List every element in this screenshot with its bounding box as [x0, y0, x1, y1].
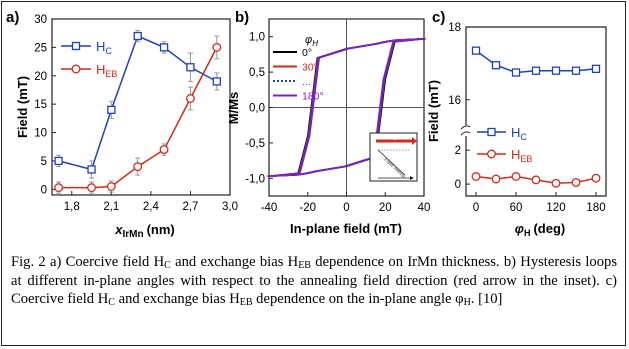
- data-point: [471, 172, 481, 181]
- y-axis-label: M/Ms: [226, 92, 241, 125]
- panel-label: c): [432, 9, 445, 26]
- data-point: [133, 162, 143, 172]
- data-point: [591, 173, 601, 183]
- legend-label: 30°: [302, 62, 318, 74]
- data-point: [491, 61, 501, 70]
- x-tick-label: 0: [473, 202, 479, 214]
- y-tick-label: 1,0: [249, 32, 265, 44]
- data-point: [159, 145, 169, 155]
- data-point: [186, 63, 195, 72]
- data-point: [107, 105, 116, 114]
- loop-branch-descending: [267, 38, 423, 177]
- y-tick-label: -1,0: [245, 173, 265, 185]
- x-tick-label: 180: [586, 202, 605, 214]
- data-point: [571, 66, 581, 75]
- panel-c: c) 18 16 2 00 60 120 180 HC HEB Field (mT) φH(…: [426, 9, 607, 238]
- x-tick-label: -20: [299, 202, 316, 214]
- x-axis-label: xIrMn (nm): [114, 222, 175, 240]
- legend-title: φH: [305, 34, 318, 48]
- data-point: [133, 31, 142, 41]
- sweep-line: [377, 149, 406, 176]
- data-point: [511, 172, 521, 181]
- data-point: [491, 174, 501, 184]
- legend-label: HC: [511, 125, 527, 142]
- y-tick-label: 0,5: [249, 67, 265, 79]
- x-tick-label: 120: [546, 202, 565, 214]
- y-tick-label: 15: [34, 99, 47, 111]
- axis-break-mark: [460, 125, 471, 136]
- data-point: [185, 94, 195, 103]
- data-point: [54, 183, 64, 193]
- y-tick-label: 16: [448, 95, 461, 107]
- x-tick-label: 60: [510, 202, 523, 214]
- inset-label: Annealing field: [374, 135, 407, 141]
- panel-label: b): [235, 9, 249, 26]
- x-tick-label: 3,0: [222, 201, 238, 213]
- y-tick-label: 0,0: [249, 103, 265, 115]
- data-point: [551, 178, 561, 188]
- legend-label: ...: [302, 76, 311, 88]
- x-tick-label: 2,4: [143, 201, 160, 213]
- legend-label: HC: [96, 39, 112, 56]
- data-point: [511, 68, 521, 77]
- x-tick-label: 0: [343, 202, 349, 214]
- data-point: [471, 46, 481, 55]
- y-tick-label: 5: [41, 156, 47, 168]
- legend: HC HEB: [61, 39, 117, 79]
- data-point: [212, 42, 222, 52]
- data-point: [551, 66, 561, 75]
- x-tick-label: 2,1: [103, 201, 119, 213]
- y-tick-label: 30: [34, 14, 47, 26]
- data-point: [87, 165, 96, 174]
- data-point: [591, 64, 601, 74]
- y-tick-label: 2: [455, 145, 461, 157]
- legend: HC HEB: [477, 125, 532, 164]
- panel-a: a) 0 5 10 15 20 25 30 1,8 2,1 2,4 2,7 3,0 HC HEB Fi…: [6, 9, 238, 240]
- x-axis-label: In-plane field (mT): [290, 221, 402, 236]
- legend: φH 0° 30°... 180°: [273, 34, 324, 103]
- annealing-arrow-head: [412, 137, 417, 145]
- plot-frame: [465, 26, 607, 197]
- data-point: [87, 183, 97, 193]
- x-tick-label: -40: [261, 202, 278, 214]
- plot-frame: [51, 18, 231, 196]
- loop-branch-ascending: [270, 38, 426, 177]
- legend-label: 180°: [302, 91, 324, 103]
- y-axis-label: Field (mT): [15, 76, 30, 138]
- y-tick-label: 20: [34, 71, 47, 83]
- legend-label: 0°: [302, 47, 312, 59]
- x-tick-label: 40: [418, 202, 431, 214]
- panel-label: a): [6, 9, 19, 26]
- y-tick-label: 18: [448, 22, 461, 34]
- y-tick-label: 10: [34, 128, 47, 140]
- x-tick-label: 1,8: [64, 201, 80, 213]
- x-tick-label: 2,7: [182, 201, 198, 213]
- data-point: [106, 182, 116, 191]
- data-point: [159, 43, 169, 52]
- data-point: [571, 177, 581, 187]
- panel-b: b) -1,0 -0,5 0,0 0,5 1,0 -40 -20 0 20 40 φH 0° 30°…: [226, 9, 430, 236]
- data-point: [54, 156, 63, 166]
- y-tick-label: 25: [34, 42, 47, 54]
- y-tick-label: -0,5: [245, 138, 265, 150]
- legend-label: HEB: [511, 147, 532, 164]
- legend-label: HEB: [96, 62, 117, 79]
- series-line: [58, 34, 218, 171]
- y-tick-label: 0: [455, 179, 461, 191]
- y-axis-label: Field (mT): [426, 80, 441, 142]
- y-tick-label: 0: [41, 184, 47, 196]
- x-tick-label: 20: [379, 202, 392, 214]
- inset: Annealing field Field sweep: [369, 132, 418, 182]
- figure-caption: Fig. 2 a) Coercive field HC and exchange…: [11, 254, 617, 309]
- field-arrow-head: [410, 176, 414, 180]
- data-point: [531, 175, 541, 185]
- data-point: [531, 66, 541, 75]
- x-axis-label: φH (deg): [515, 221, 565, 238]
- data-point: [212, 77, 221, 86]
